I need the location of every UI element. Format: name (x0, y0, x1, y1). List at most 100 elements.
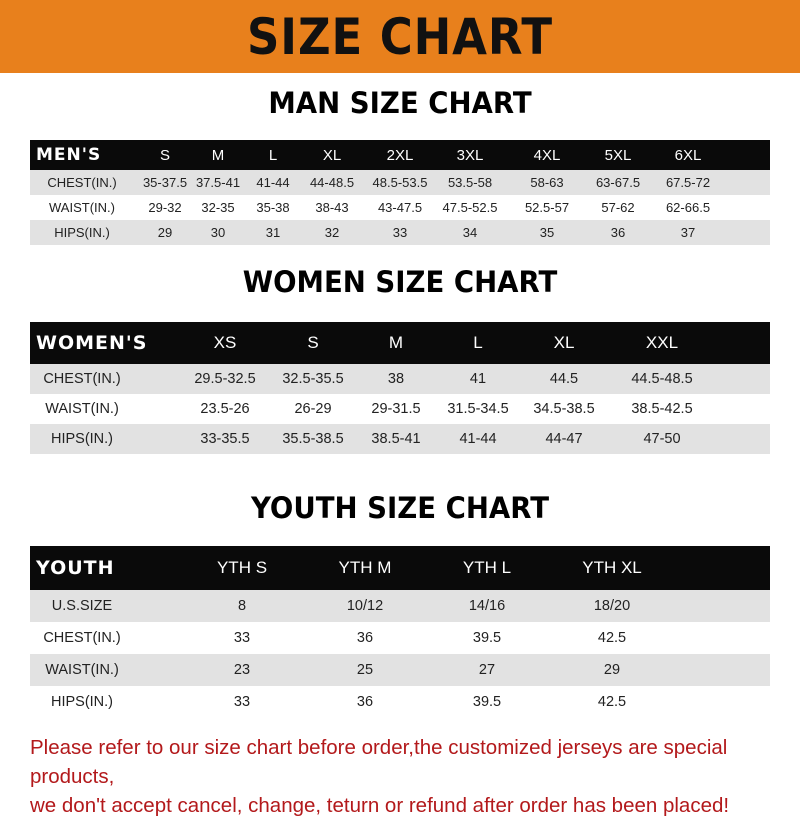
size-value: 52.5-57 (524, 200, 570, 215)
size-value: 29-32 (148, 200, 182, 215)
size-header: 2XL (386, 146, 414, 164)
size-value: 29 (603, 662, 621, 678)
measure-label: U.S.SIZE (51, 598, 113, 614)
table-row: CHEST(IN.) 29.5-32.5 32.5-35.5 38 41 44.5 44.5… (30, 364, 770, 394)
measure-label: CHEST(IN.) (47, 175, 117, 190)
measure-label: HIPS(IN.) (50, 431, 114, 447)
size-value: 18/20 (593, 598, 631, 614)
size-value: 32 (324, 225, 340, 240)
size-header: L (473, 333, 483, 352)
size-value: 62-66.5 (665, 200, 711, 215)
youth-size-table: YOUTH YTH S YTH M YTH L YTH XL U.S.SIZE 8 10/12… (30, 546, 770, 718)
size-value: 39.5 (472, 694, 502, 710)
measure-label: CHEST(IN.) (43, 630, 121, 646)
size-chart-banner: SIZE CHART (0, 0, 800, 73)
measure-label: WAIST(IN.) (49, 200, 115, 215)
size-value: 37.5-41 (195, 175, 241, 190)
size-value: 38 (387, 371, 405, 387)
size-header: 4XL (533, 146, 561, 164)
size-header: XXL (645, 333, 679, 352)
size-header: M (211, 146, 225, 164)
size-value: 10/12 (346, 598, 384, 614)
size-value: 26-29 (294, 401, 332, 417)
size-value: 33 (392, 225, 408, 240)
women-size-table: WOMEN'S XS S M L XL XXL CHEST(IN.) 29.5-32.5 32.5… (30, 322, 770, 454)
size-value: 67.5-72 (665, 175, 711, 190)
table-row: WAIST(IN.) 23.5-26 26-29 29-31.5 31.5-34.5 34… (30, 394, 770, 424)
size-value: 44.5 (549, 371, 579, 387)
size-value: 47.5-52.5 (442, 200, 498, 215)
size-value: 41-44 (459, 431, 497, 447)
size-value: 14/16 (468, 598, 506, 614)
size-value: 35-37.5 (142, 175, 188, 190)
size-value: 42.5 (597, 694, 627, 710)
size-value: 29 (157, 225, 173, 240)
size-value: 57-62 (601, 200, 635, 215)
measure-label: CHEST(IN.) (43, 371, 121, 387)
size-value: 42.5 (597, 630, 627, 646)
size-header: YTH M (338, 558, 392, 577)
size-value: 33 (233, 630, 251, 646)
size-header: 6XL (674, 146, 702, 164)
table-row: CHEST(IN.) 33 36 39.5 42.5 (30, 622, 770, 654)
size-header: YTH S (216, 558, 268, 577)
size-value: 38.5-41 (371, 431, 421, 447)
table-row: HIPS(IN.) 33-35.5 35.5-38.5 38.5-41 41-44 44-… (30, 424, 770, 454)
size-value: 29-31.5 (371, 401, 421, 417)
table-row: HIPS(IN.) 33 36 39.5 42.5 (30, 686, 770, 718)
measure-label: WAIST(IN.) (45, 662, 119, 678)
size-header: YTH L (462, 558, 512, 577)
size-value: 29.5-32.5 (194, 371, 256, 387)
size-header: 5XL (604, 146, 632, 164)
size-value: 27 (478, 662, 496, 678)
size-value: 44-47 (545, 431, 583, 447)
size-value: 37 (680, 225, 696, 240)
size-header: XL (322, 146, 342, 164)
table-row: WAIST(IN.) 29-32 32-35 35-38 38-43 43-47.5 47.… (30, 195, 770, 220)
header-row: YOUTH YTH S YTH M YTH L YTH XL (30, 546, 770, 590)
size-value: 34 (462, 225, 478, 240)
size-value: 25 (356, 662, 374, 678)
size-value: 48.5-53.5 (372, 175, 428, 190)
size-value: 33 (233, 694, 251, 710)
table-row: WAIST(IN.) 23 25 27 29 (30, 654, 770, 686)
size-value: 38.5-42.5 (631, 401, 693, 417)
size-value: 30 (210, 225, 226, 240)
notice-line-1: Please refer to our size chart before or… (30, 736, 728, 788)
banner-title: SIZE CHART (246, 7, 554, 66)
table-row: CHEST(IN.) 35-37.5 37.5-41 41-44 44-48.5 48.5… (30, 170, 770, 195)
size-value: 32.5-35.5 (282, 371, 344, 387)
size-value: 58-63 (530, 175, 564, 190)
size-header: YTH XL (582, 558, 642, 577)
size-value: 35-38 (256, 200, 290, 215)
size-value: 44.5-48.5 (631, 371, 693, 387)
size-value: 47-50 (643, 431, 681, 447)
men-size-table: MEN'S S M L XL 2XL 3XL 4XL 5XL 6XL CHEST(IN.) 35-37… (30, 140, 770, 245)
size-value: 44-48.5 (309, 175, 355, 190)
size-value: 53.5-58 (447, 175, 493, 190)
size-header: L (268, 146, 278, 164)
size-value: 32-35 (201, 200, 235, 215)
measure-label: HIPS(IN.) (54, 225, 110, 240)
table-heading: YOUTH (36, 557, 115, 579)
order-notice: Please refer to our size chart before or… (30, 733, 790, 820)
measure-label: WAIST(IN.) (45, 401, 119, 417)
table-row: HIPS(IN.) 29 30 31 32 33 34 35 36 37 (30, 220, 770, 245)
size-value: 8 (237, 598, 247, 614)
size-value: 36 (356, 630, 374, 646)
youth-section-title: YOUTH SIZE CHART (250, 491, 550, 525)
table-heading: MEN'S (36, 145, 102, 165)
size-header: S (159, 146, 171, 164)
size-value: 41 (469, 371, 487, 387)
size-value: 63-67.5 (595, 175, 641, 190)
measure-label: HIPS(IN.) (50, 694, 114, 710)
header-row: MEN'S S M L XL 2XL 3XL 4XL 5XL 6XL (30, 140, 770, 170)
size-value: 41-44 (256, 175, 290, 190)
men-section-title: MAN SIZE CHART (268, 86, 532, 120)
size-header: XS (213, 333, 237, 352)
size-header: XL (553, 333, 575, 352)
size-value: 34.5-38.5 (533, 401, 595, 417)
size-value: 36 (610, 225, 626, 240)
size-value: 23.5-26 (200, 401, 250, 417)
header-row: WOMEN'S XS S M L XL XXL (30, 322, 770, 364)
